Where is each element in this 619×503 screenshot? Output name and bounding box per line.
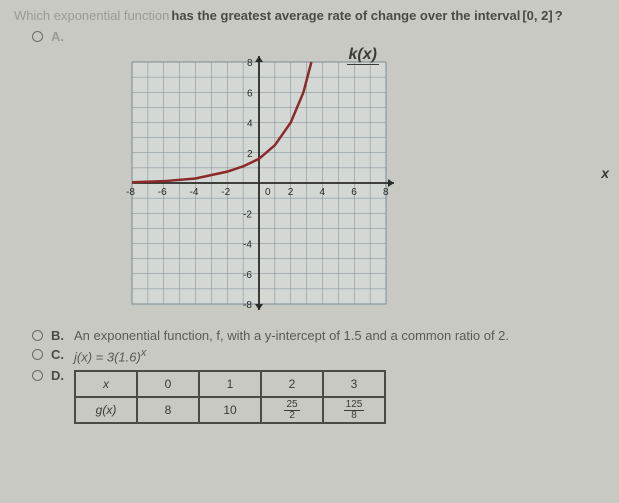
svg-text:6: 6 [351, 187, 357, 198]
option-c-label: C. [51, 347, 64, 362]
question-qmark: ? [555, 8, 563, 23]
table-cell: 10 [199, 397, 261, 423]
table-cell: 2 [261, 371, 323, 397]
radio-a[interactable] [32, 31, 43, 42]
option-d-row: D. x0123 g(x)8102521258 [32, 368, 605, 424]
table-cell: 8 [137, 397, 199, 423]
question-text: Which exponential function has the great… [14, 8, 605, 23]
table-cell: 1258 [323, 397, 385, 423]
radio-c[interactable] [32, 349, 43, 360]
svg-text:4: 4 [247, 119, 253, 130]
svg-text:8: 8 [247, 58, 253, 69]
question-interval: [0, 2] [522, 8, 552, 23]
formula-exp: x [141, 347, 146, 359]
svg-text:0: 0 [265, 187, 271, 198]
option-d-label: D. [51, 368, 64, 383]
svg-text:2: 2 [247, 149, 253, 160]
option-c-formula: j(x) = 3(1.6)x [74, 347, 146, 364]
svg-text:8: 8 [383, 187, 389, 198]
option-b-row: B. An exponential function, f, with a y-… [32, 328, 605, 343]
table-cell: g(x) [75, 397, 137, 423]
radio-d[interactable] [32, 370, 43, 381]
svg-text:-4: -4 [243, 240, 252, 251]
table-cell: x [75, 371, 137, 397]
option-a-label: A. [51, 29, 64, 44]
question-part1: Which exponential function [14, 8, 169, 23]
radio-b[interactable] [32, 330, 43, 341]
option-d-table: x0123 g(x)8102521258 [74, 370, 386, 424]
svg-text:-4: -4 [190, 187, 199, 198]
question-part2: has the greatest average rate of change … [171, 8, 520, 23]
formula-eq: = [92, 349, 107, 364]
option-b-text: An exponential function, f, with a y-int… [74, 328, 509, 343]
svg-text:-8: -8 [243, 300, 252, 311]
option-b-label: B. [51, 328, 64, 343]
option-a-row: A. [32, 29, 605, 44]
formula-coef: 3(1.6) [107, 349, 141, 364]
svg-text:-2: -2 [243, 209, 252, 220]
table-cell: 0 [137, 371, 199, 397]
svg-text:-2: -2 [221, 187, 230, 198]
option-c-row: C. j(x) = 3(1.6)x [32, 347, 605, 364]
svg-text:4: 4 [320, 187, 326, 198]
svg-text:-8: -8 [126, 187, 135, 198]
chart-container: k(x) x -8-6-4-202468-8-6-4-22468 [104, 48, 605, 318]
table-cell: 1 [199, 371, 261, 397]
svg-text:6: 6 [247, 88, 253, 99]
svg-text:2: 2 [288, 187, 294, 198]
svg-text:-6: -6 [243, 270, 252, 281]
chart-xlabel: x [601, 165, 609, 181]
chart-title: k(x) [347, 46, 379, 65]
formula-lhs: j(x) [74, 349, 92, 364]
table-cell: 252 [261, 397, 323, 423]
table-cell: 3 [323, 371, 385, 397]
chart-svg: -8 -6 -4 -2 0 2 4 6 8 -8 -6 -4 -2 2 4 6 8 [104, 48, 404, 318]
svg-text:-6: -6 [158, 187, 167, 198]
